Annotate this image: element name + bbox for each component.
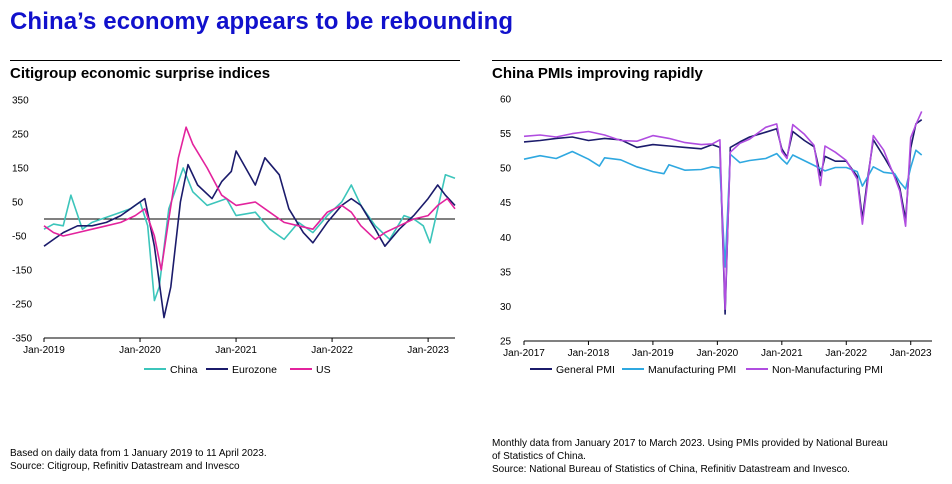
series-line-us bbox=[43, 126, 456, 271]
legend-label: Eurozone bbox=[232, 364, 277, 376]
y-tick-label: 350 bbox=[12, 96, 29, 107]
x-tick-label: Jan-2020 bbox=[119, 345, 161, 356]
left-footnote-line: Source: Citigroup, Refinitiv Datastream … bbox=[10, 461, 240, 472]
left-title-rule bbox=[10, 60, 460, 61]
y-tick-label: 40 bbox=[500, 233, 512, 244]
y-tick-label: -250 bbox=[12, 300, 32, 311]
y-tick-label: -350 bbox=[12, 334, 32, 345]
y-tick-label: -150 bbox=[12, 266, 32, 277]
left-footnote-line: Based on daily data from 1 January 2019 … bbox=[10, 448, 267, 459]
y-tick-label: 250 bbox=[12, 130, 29, 141]
x-tick-label: Jan-2020 bbox=[697, 348, 739, 359]
series-line-eurozone bbox=[43, 150, 456, 319]
page-title: China’s economy appears to be rebounding bbox=[10, 8, 514, 35]
legend-label: General PMI bbox=[556, 364, 615, 376]
y-tick-label: 25 bbox=[500, 337, 512, 348]
right-footnote: Monthly data from January 2017 to March … bbox=[492, 437, 888, 476]
x-tick-label: Jan-2023 bbox=[407, 345, 449, 356]
x-tick-label: Jan-2022 bbox=[825, 348, 867, 359]
x-tick-label: Jan-2019 bbox=[632, 348, 674, 359]
legend-label: China bbox=[170, 364, 198, 376]
right-title-rule bbox=[492, 60, 942, 61]
y-tick-label: 50 bbox=[500, 164, 512, 175]
x-tick-label: Jan-2018 bbox=[568, 348, 610, 359]
y-tick-label: 50 bbox=[12, 198, 24, 209]
x-tick-label: Jan-2019 bbox=[23, 345, 65, 356]
legend-label: Non-Manufacturing PMI bbox=[772, 364, 883, 376]
y-tick-label: 150 bbox=[12, 164, 29, 175]
y-tick-label: 30 bbox=[500, 302, 512, 313]
x-tick-label: Jan-2017 bbox=[503, 348, 545, 359]
left-chart-title: Citigroup economic surprise indices bbox=[10, 65, 271, 82]
y-tick-label: 60 bbox=[500, 95, 512, 106]
series-line-china bbox=[43, 167, 456, 302]
y-tick-label: 55 bbox=[500, 129, 512, 140]
x-tick-label: Jan-2021 bbox=[215, 345, 257, 356]
x-tick-label: Jan-2022 bbox=[311, 345, 353, 356]
legend-label: Manufacturing PMI bbox=[648, 364, 736, 376]
y-tick-label: -50 bbox=[12, 232, 27, 243]
left-footnote: Based on daily data from 1 January 2019 … bbox=[10, 447, 267, 473]
series-line-manufacturing-pmi bbox=[523, 149, 923, 268]
y-tick-label: 35 bbox=[500, 267, 512, 278]
x-tick-label: Jan-2023 bbox=[890, 348, 932, 359]
y-tick-label: 45 bbox=[500, 198, 512, 209]
x-tick-label: Jan-2021 bbox=[761, 348, 803, 359]
right-chart-title: China PMIs improving rapidly bbox=[492, 65, 703, 82]
series-line-non-manufacturing-pmi bbox=[523, 111, 923, 310]
legend-label: US bbox=[316, 364, 331, 376]
right-footnote-line: of Statistics of China. bbox=[492, 451, 586, 462]
right-footnote-line: Monthly data from January 2017 to March … bbox=[492, 438, 888, 449]
right-footnote-line: Source: National Bureau of Statistics of… bbox=[492, 464, 850, 475]
